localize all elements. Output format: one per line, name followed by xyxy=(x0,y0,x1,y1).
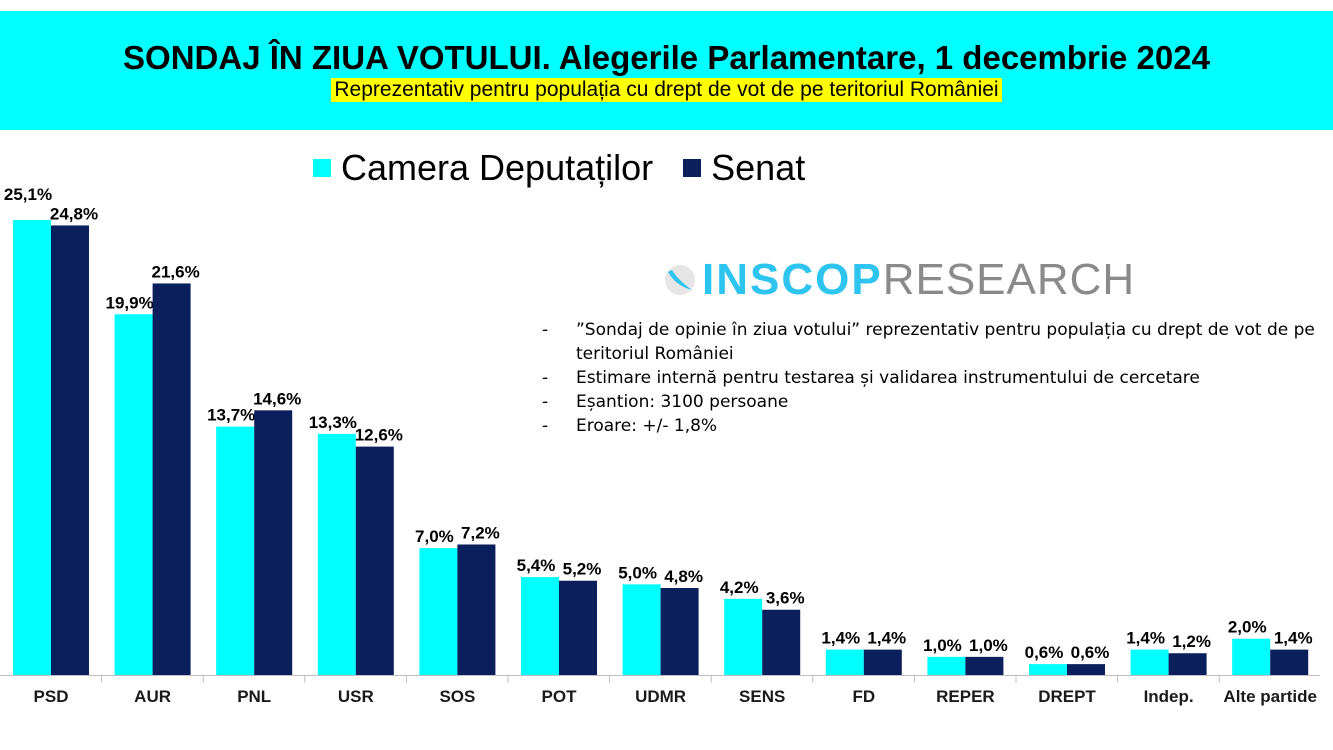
data-label: 1,0% xyxy=(969,636,1008,655)
data-label: 25,1% xyxy=(4,185,52,204)
data-label: 3,6% xyxy=(766,589,805,608)
bar-senat xyxy=(152,283,191,675)
bar-senat xyxy=(355,446,394,675)
data-label: 12,6% xyxy=(355,426,403,445)
x-tick-label: PSD xyxy=(34,687,69,706)
data-label: 1,0% xyxy=(923,636,962,655)
data-label: 24,8% xyxy=(50,204,98,223)
bar-senat xyxy=(762,609,801,675)
legend-label-camera: Camera Deputaților xyxy=(341,147,654,188)
data-label: 1,4% xyxy=(867,629,906,648)
data-label: 1,4% xyxy=(1274,629,1313,648)
data-label: 13,3% xyxy=(309,413,357,432)
x-tick-label: SOS xyxy=(439,687,475,706)
note-item: Eroare: +/- 1,8% xyxy=(540,414,1320,438)
page-title: SONDAJ ÎN ZIUA VOTULUI. Alegerile Parlam… xyxy=(123,39,1210,76)
bar-senat xyxy=(965,656,1004,675)
data-label: 13,7% xyxy=(207,406,255,425)
page-subtitle: Reprezentativ pentru populația cu drept … xyxy=(331,78,1002,102)
data-label: 4,8% xyxy=(664,567,703,586)
legend-swatch-senat xyxy=(683,159,702,177)
data-label: 1,2% xyxy=(1172,632,1211,651)
bar-camera xyxy=(927,656,966,675)
bar-senat xyxy=(51,225,89,676)
bar-camera xyxy=(13,220,51,675)
swoosh-icon xyxy=(665,265,695,295)
bar-senat xyxy=(1067,664,1105,675)
data-label: 21,6% xyxy=(151,262,199,281)
bar-camera xyxy=(419,548,458,675)
x-tick-label: Alte partide xyxy=(1223,687,1317,706)
legend-swatch-camera xyxy=(313,159,331,177)
bar-senat xyxy=(1270,649,1309,675)
note-item: ”Sondaj de opinie în ziua votului” repre… xyxy=(540,318,1320,366)
bar-camera xyxy=(521,577,559,675)
x-tick-label: PNL xyxy=(237,687,271,706)
logo-text-light: RESEARCH xyxy=(882,255,1136,304)
note-item: Estimare internă pentru testarea și vali… xyxy=(540,366,1320,390)
data-label: 1,4% xyxy=(821,629,860,648)
bar-camera xyxy=(1130,649,1169,675)
bar-senat xyxy=(863,649,902,675)
bar-senat xyxy=(457,544,496,675)
data-label: 4,2% xyxy=(720,578,759,597)
bar-camera xyxy=(216,426,255,675)
x-tick-label: UDMR xyxy=(635,687,686,706)
bar-camera xyxy=(1029,664,1067,675)
data-label: 5,4% xyxy=(517,556,556,575)
data-label: 2,0% xyxy=(1228,618,1267,637)
x-tick-label: REPER xyxy=(936,687,995,706)
data-label: 19,9% xyxy=(105,293,153,312)
data-label: 14,6% xyxy=(253,389,301,408)
legend-label-senat: Senat xyxy=(711,147,806,188)
chart-legend: Camera Deputaților Senat xyxy=(313,147,835,189)
header-banner xyxy=(0,11,1333,130)
bar-senat xyxy=(1168,653,1207,675)
bar-senat xyxy=(254,410,293,675)
legend-item-senat: Senat xyxy=(683,147,805,189)
bar-camera xyxy=(622,584,661,675)
logo-text-strong: INSCOP xyxy=(702,255,883,304)
bar-camera xyxy=(114,314,153,675)
subtitle-wrap: Reprezentativ pentru populația cu drept … xyxy=(0,78,1333,102)
x-tick-label: FD xyxy=(852,687,875,706)
bar-camera xyxy=(825,649,864,675)
x-tick-label: USR xyxy=(338,687,374,706)
legend-item-camera: Camera Deputaților xyxy=(313,147,653,189)
x-tick-label: POT xyxy=(542,687,578,706)
bar-senat xyxy=(660,587,699,675)
bar-senat xyxy=(559,580,597,675)
x-tick-label: DREPT xyxy=(1038,687,1096,706)
data-label: 7,2% xyxy=(461,523,500,542)
data-label: 5,2% xyxy=(563,560,602,579)
x-tick-label: AUR xyxy=(134,687,171,706)
note-item: Eșantion: 3100 persoane xyxy=(540,390,1320,414)
data-label: 5,0% xyxy=(618,563,657,582)
data-label: 0,6% xyxy=(1025,643,1064,662)
data-label: 1,4% xyxy=(1126,629,1165,648)
bar-camera xyxy=(724,598,763,675)
data-label: 7,0% xyxy=(415,527,454,546)
inscop-logo: INSCOP RESEARCH xyxy=(662,252,1135,308)
data-label: 0,6% xyxy=(1071,643,1110,662)
x-tick-label: Indep. xyxy=(1144,687,1194,706)
methodology-notes: ”Sondaj de opinie în ziua votului” repre… xyxy=(540,318,1320,438)
bar-camera xyxy=(317,433,356,675)
x-tick-label: SENS xyxy=(739,687,785,706)
bar-camera xyxy=(1232,638,1271,675)
